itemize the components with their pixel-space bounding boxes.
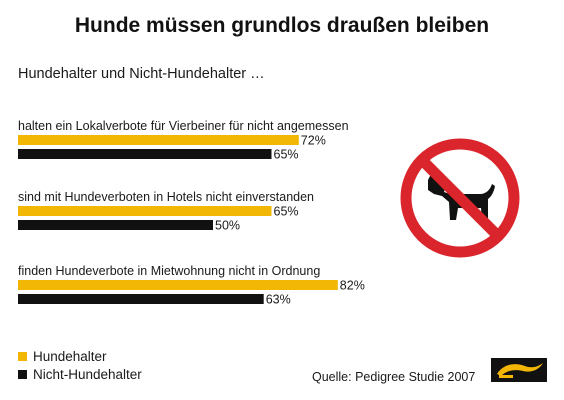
chart-title: Hunde müssen grundlos draußen bleiben [74,14,490,37]
legend-item-owners: Hundehalter [18,347,142,365]
source-note: Quelle: Pedigree Studie 2007 [312,370,476,384]
legend: Hundehalter Nicht-Hundehalter [18,347,142,383]
bar-group: finden Hundeverbote in Mietwohnung nicht… [18,264,365,307]
data-label: 72% [301,134,326,148]
chart-subtitle: Hundehalter und Nicht-Hundehalter … [18,66,265,82]
data-label: 50% [215,219,240,233]
bar [18,135,299,145]
bar [18,294,264,304]
category-label: finden Hundeverbote in Mietwohnung nicht… [18,264,320,278]
category-label: halten ein Lokalverbote für Vierbeiner f… [18,119,349,133]
legend-item-non-owners: Nicht-Hundehalter [18,365,142,383]
legend-swatch-owners [18,351,27,361]
pedigree-logo-icon [491,358,547,382]
bar [18,220,213,230]
data-label: 82% [340,279,365,293]
bar-group: halten ein Lokalverbote für Vierbeiner f… [18,119,349,162]
legend-label-non-owners: Nicht-Hundehalter [33,366,142,382]
data-label: 63% [266,293,291,307]
legend-label-owners: Hundehalter [33,348,107,364]
bar [18,206,272,216]
bar [18,149,272,159]
bar [18,280,338,290]
data-label: 65% [274,205,299,219]
legend-swatch-non-owners [18,369,27,379]
no-dogs-sign-icon [400,138,520,258]
category-label: sind mit Hundeverboten in Hotels nicht e… [18,190,314,204]
bar-group: sind mit Hundeverboten in Hotels nicht e… [18,190,314,233]
data-label: 65% [274,148,299,162]
